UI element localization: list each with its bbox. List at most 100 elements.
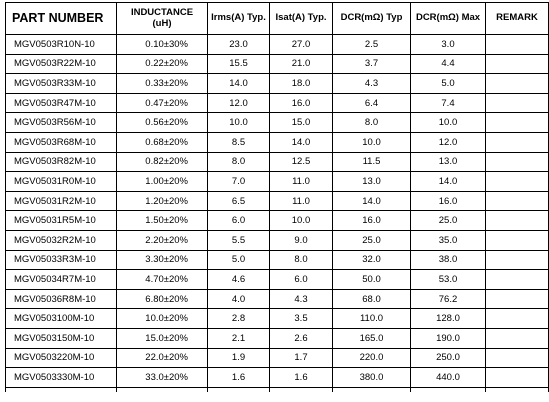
table-row: MGV0503R56M-10 0.56±20% 10.0 15.0 8.0 10.0 [5,112,549,133]
isat-cell: 27.0 [269,34,333,55]
isat-cell: 16.0 [269,92,333,114]
empty-cell [5,386,117,392]
dcr-typ-cell: 50.0 [332,269,411,290]
inductance-cell: 0.82±20% [116,151,208,173]
dcr-typ-cell: 3.7 [332,53,411,75]
remark-cell [485,112,549,133]
isat-cell: 15.0 [269,112,333,133]
remark-cell [485,347,549,369]
empty-cell [207,386,270,392]
remark-cell [485,151,549,173]
dcr-max-cell: 76.2 [410,288,486,310]
inductance-cell: 10.0±20% [116,308,208,329]
inductance-cell: 1.00±20% [116,171,208,192]
isat-cell: 11.0 [269,190,333,212]
remark-cell [485,308,549,329]
table-row: MGV05031R2M-10 1.20±20% 6.5 11.0 14.0 16.0 [5,190,549,212]
part-number-cell: MGV05032R2M-10 [5,229,117,251]
empty-cell [269,386,333,392]
remark-cell [485,229,549,251]
dcr-typ-cell: 110.0 [332,308,411,329]
isat-cell: 6.0 [269,269,333,290]
dcr-typ-cell: 8.0 [332,112,411,133]
dcr-max-cell: 16.0 [410,190,486,212]
table-row: MGV0503R68M-10 0.68±20% 8.5 14.0 10.0 12.0 [5,131,549,153]
part-number-cell: MGV0503150M-10 [5,327,117,349]
dcr-max-cell: 4.4 [410,53,486,75]
irms-cell: 15.5 [207,53,270,75]
irms-cell: 5.5 [207,229,270,251]
irms-cell: 23.0 [207,34,270,55]
dcr-max-cell: 7.4 [410,92,486,114]
remark-cell [485,210,549,231]
remark-cell [485,73,549,94]
empty-cell [116,386,208,392]
dcr-max-cell: 10.0 [410,112,486,133]
remark-cell [485,249,549,271]
dcr-typ-cell: 220.0 [332,347,411,369]
inductance-cell: 0.10±30% [116,34,208,55]
dcr-max-cell: 13.0 [410,151,486,173]
table-row: MGV0503R33M-10 0.33±20% 14.0 18.0 4.3 5.0 [5,73,549,94]
inductance-cell: 0.68±20% [116,131,208,153]
isat-cell: 11.0 [269,171,333,192]
inductance-cell: 33.0±20% [116,367,208,388]
isat-cell: 18.0 [269,73,333,94]
remark-cell [485,269,549,290]
table-row: MGV05036R8M-10 6.80±20% 4.0 4.3 68.0 76.2 [5,288,549,310]
dcr-typ-cell: 11.5 [332,151,411,173]
part-number-cell: MGV0503100M-10 [5,308,117,329]
dcr-typ-cell: 165.0 [332,327,411,349]
table-row: MGV0503100M-10 10.0±20% 2.8 3.5 110.0 128.0 [5,308,549,329]
part-number-cell: MGV05036R8M-10 [5,288,117,310]
header-isat: Isat(A) Typ. [269,2,333,35]
dcr-max-cell: 12.0 [410,131,486,153]
dcr-max-cell: 25.0 [410,210,486,231]
header-inductance-unit: (uH) [152,17,172,29]
part-number-cell: MGV0503R10N-10 [5,34,117,55]
remark-cell [485,190,549,212]
irms-cell: 1.6 [207,367,270,388]
dcr-typ-cell: 10.0 [332,131,411,153]
dcr-typ-cell: 13.0 [332,171,411,192]
empty-cell [332,386,411,392]
inductance-cell: 3.30±20% [116,249,208,271]
part-number-cell: MGV05031R2M-10 [5,190,117,212]
remark-cell [485,53,549,75]
table-row: MGV0503R10N-10 0.10±30% 23.0 27.0 2.5 3.0 [5,34,549,55]
table-row-partial [5,386,549,392]
isat-cell: 21.0 [269,53,333,75]
remark-cell [485,131,549,153]
dcr-typ-cell: 25.0 [332,229,411,251]
inductance-cell: 4.70±20% [116,269,208,290]
table-row: MGV0503R47M-10 0.47±20% 12.0 16.0 6.4 7.4 [5,92,549,114]
table-row: MGV0503330M-10 33.0±20% 1.6 1.6 380.0 440.0 [5,367,549,388]
header-row: PART NUMBER INDUCTANCE (uH) Irms(A) Typ.… [5,2,549,35]
isat-cell: 9.0 [269,229,333,251]
isat-cell: 8.0 [269,249,333,271]
inductance-cell: 2.20±20% [116,229,208,251]
isat-cell: 10.0 [269,210,333,231]
dcr-max-cell: 128.0 [410,308,486,329]
table-row: MGV0503150M-10 15.0±20% 2.1 2.6 165.0 190.0 [5,327,549,349]
isat-cell: 12.5 [269,151,333,173]
irms-cell: 10.0 [207,112,270,133]
table-row: MGV05031R5M-10 1.50±20% 6.0 10.0 16.0 25.0 [5,210,549,231]
inductance-cell: 1.20±20% [116,190,208,212]
dcr-typ-cell: 16.0 [332,210,411,231]
header-remark: REMARK [485,2,549,35]
inductance-cell: 0.47±20% [116,92,208,114]
inductance-cell: 22.0±20% [116,347,208,369]
irms-cell: 2.1 [207,327,270,349]
dcr-max-cell: 35.0 [410,229,486,251]
remark-cell [485,171,549,192]
isat-cell: 4.3 [269,288,333,310]
table-row: MGV0503R22M-10 0.22±20% 15.5 21.0 3.7 4.4 [5,53,549,75]
header-dcr-typ: DCR(mΩ) Typ [332,2,411,35]
table-row: MGV05031R0M-10 1.00±20% 7.0 11.0 13.0 14.0 [5,171,549,192]
dcr-typ-cell: 6.4 [332,92,411,114]
empty-cell [485,386,549,392]
part-number-cell: MGV05033R3M-10 [5,249,117,271]
dcr-max-cell: 250.0 [410,347,486,369]
